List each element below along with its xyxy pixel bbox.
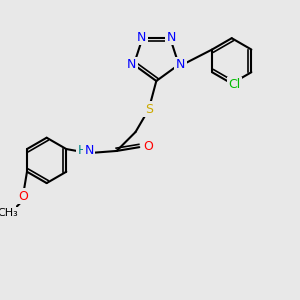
- Text: N: N: [167, 31, 176, 44]
- Text: N: N: [85, 144, 94, 158]
- Text: N: N: [127, 58, 136, 71]
- Text: O: O: [18, 190, 28, 203]
- Text: N: N: [137, 31, 146, 44]
- Text: O: O: [143, 140, 153, 153]
- Text: N: N: [176, 58, 185, 71]
- Text: H: H: [78, 144, 87, 158]
- Text: S: S: [145, 103, 153, 116]
- Text: Cl: Cl: [228, 78, 241, 91]
- Text: CH₃: CH₃: [0, 208, 19, 218]
